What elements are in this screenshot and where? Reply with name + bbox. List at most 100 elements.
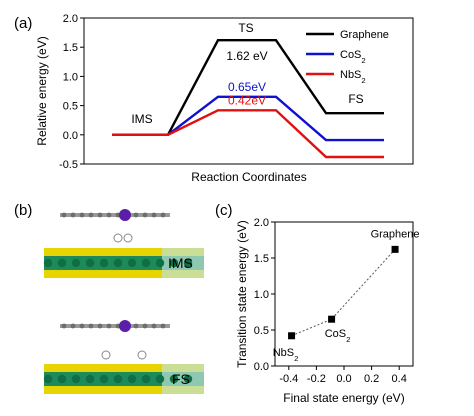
atom	[70, 323, 76, 329]
atom	[155, 258, 165, 268]
energy-paths	[112, 38, 384, 159]
atom	[113, 258, 123, 268]
atom	[127, 258, 137, 268]
atom	[183, 374, 193, 384]
y-axis-ticks-a: -0.5 0.0 0.5 1.0 1.5 2.0	[59, 13, 84, 171]
y-tick-label: 2.0	[63, 13, 78, 25]
state-label-ims: IMS	[131, 112, 152, 126]
atom	[141, 258, 151, 268]
h-atom-ims-2	[123, 233, 133, 243]
barrier-label-cos2: 0.65eV	[228, 80, 266, 94]
atom	[57, 258, 67, 268]
atom	[183, 258, 193, 268]
atom	[127, 374, 137, 384]
atom	[57, 374, 67, 384]
atom	[106, 212, 112, 218]
atomic-structures-panel: IMS FS	[43, 209, 204, 394]
adsorbate-atom-ims	[119, 209, 131, 221]
y-tick-label: 0.5	[63, 101, 78, 113]
y-tick-label: 0.0	[63, 130, 78, 142]
atom	[97, 323, 103, 329]
atom	[79, 212, 85, 218]
substrate-ims	[43, 248, 204, 278]
atom	[151, 212, 157, 218]
legend-label-cos2: CoS2	[340, 49, 366, 65]
state-label-ims: IMS	[168, 255, 193, 271]
atom	[85, 258, 95, 268]
atom	[70, 212, 76, 218]
atom	[61, 323, 67, 329]
atom	[43, 374, 53, 384]
state-label-ts: TS	[238, 21, 253, 35]
atom	[141, 374, 151, 384]
atom	[61, 212, 67, 218]
legend-label-graphene: Graphene	[340, 29, 389, 41]
x-tick-label: 0.2	[364, 373, 379, 385]
atom	[155, 374, 165, 384]
graphene-layer-fs	[60, 320, 170, 332]
y-tick-label: -0.5	[59, 159, 78, 171]
state-labels: IMS TS FS	[131, 21, 363, 126]
y-tick-label: 0.0	[254, 361, 269, 373]
x-axis-label-c: Final state energy (eV)	[283, 391, 404, 405]
barrier-label-nbs2: 0.42eV	[228, 93, 266, 107]
substrate-fs	[43, 364, 204, 394]
atom	[71, 374, 81, 384]
y-axis-label-a: Relative energy (eV)	[35, 36, 49, 145]
scatter-points	[288, 245, 399, 340]
atom	[160, 323, 166, 329]
panel-label-c: (c)	[215, 202, 233, 219]
x-axis-ticks-c: -0.4 -0.2 0.0 0.2 0.4	[279, 366, 407, 385]
atom	[151, 323, 157, 329]
scatter-point-nbs2	[288, 332, 296, 340]
atom	[88, 212, 94, 218]
y-axis-label-c: Transition state energy (eV)	[235, 220, 249, 368]
point-label-cos2: CoS2	[325, 328, 351, 344]
x-axis-label-a: Reaction Coordinates	[191, 170, 306, 184]
adsorbate-atom-fs	[119, 320, 131, 332]
atom	[88, 323, 94, 329]
y-tick-label: 1.5	[63, 42, 78, 54]
y-tick-label: 1.0	[63, 71, 78, 83]
y-tick-label: 1.0	[254, 289, 269, 301]
x-tick-label: 0.0	[336, 373, 351, 385]
scatter-point-cos2	[328, 315, 336, 323]
panel-label-a: (a)	[14, 15, 32, 32]
energy-path-nbs2	[112, 109, 384, 159]
atom	[99, 374, 109, 384]
panel-label-b: (b)	[14, 202, 32, 219]
atom	[169, 374, 179, 384]
atom	[43, 258, 53, 268]
atom	[142, 212, 148, 218]
point-label-nbs2: NbS2	[273, 347, 299, 363]
atom	[106, 323, 112, 329]
structure-fs: FS	[43, 320, 204, 394]
barrier-label-graphene: 1.62 eV	[226, 49, 267, 63]
plot-frame-a	[83, 17, 414, 165]
scatter-point-graphene	[391, 245, 399, 253]
h-atom-fs-2	[137, 350, 147, 360]
point-labels: NbS2 CoS2 Graphene	[273, 228, 420, 362]
plot-frame-c	[274, 221, 414, 367]
atom	[97, 212, 103, 218]
energy-profile-panel: -0.5 0.0 0.5 1.0 1.5 2.0 Relative energy (eV)…	[35, 13, 414, 184]
state-label-fs: FS	[348, 92, 363, 106]
atom	[99, 258, 109, 268]
h-atom-ims-1	[113, 233, 123, 243]
y-tick-label: 1.5	[254, 253, 269, 265]
trend-line	[291, 249, 396, 337]
y-tick-label: 0.5	[254, 325, 269, 337]
structure-ims: IMS	[43, 209, 204, 278]
atom	[113, 374, 123, 384]
atom	[142, 323, 148, 329]
legend-label-nbs2: NbS2	[340, 69, 366, 85]
x-tick-label: -0.2	[307, 373, 326, 385]
atom	[133, 212, 139, 218]
scatter-panel: 0.0 0.5 1.0 1.5 2.0 -0.4 -0.2 0.0 0.2 0.4 Transi…	[235, 217, 420, 405]
legend: Graphene CoS2 NbS2	[306, 29, 389, 85]
atom	[160, 212, 166, 218]
x-tick-label: -0.4	[279, 373, 298, 385]
y-axis-ticks-c: 0.0 0.5 1.0 1.5 2.0	[254, 217, 275, 373]
